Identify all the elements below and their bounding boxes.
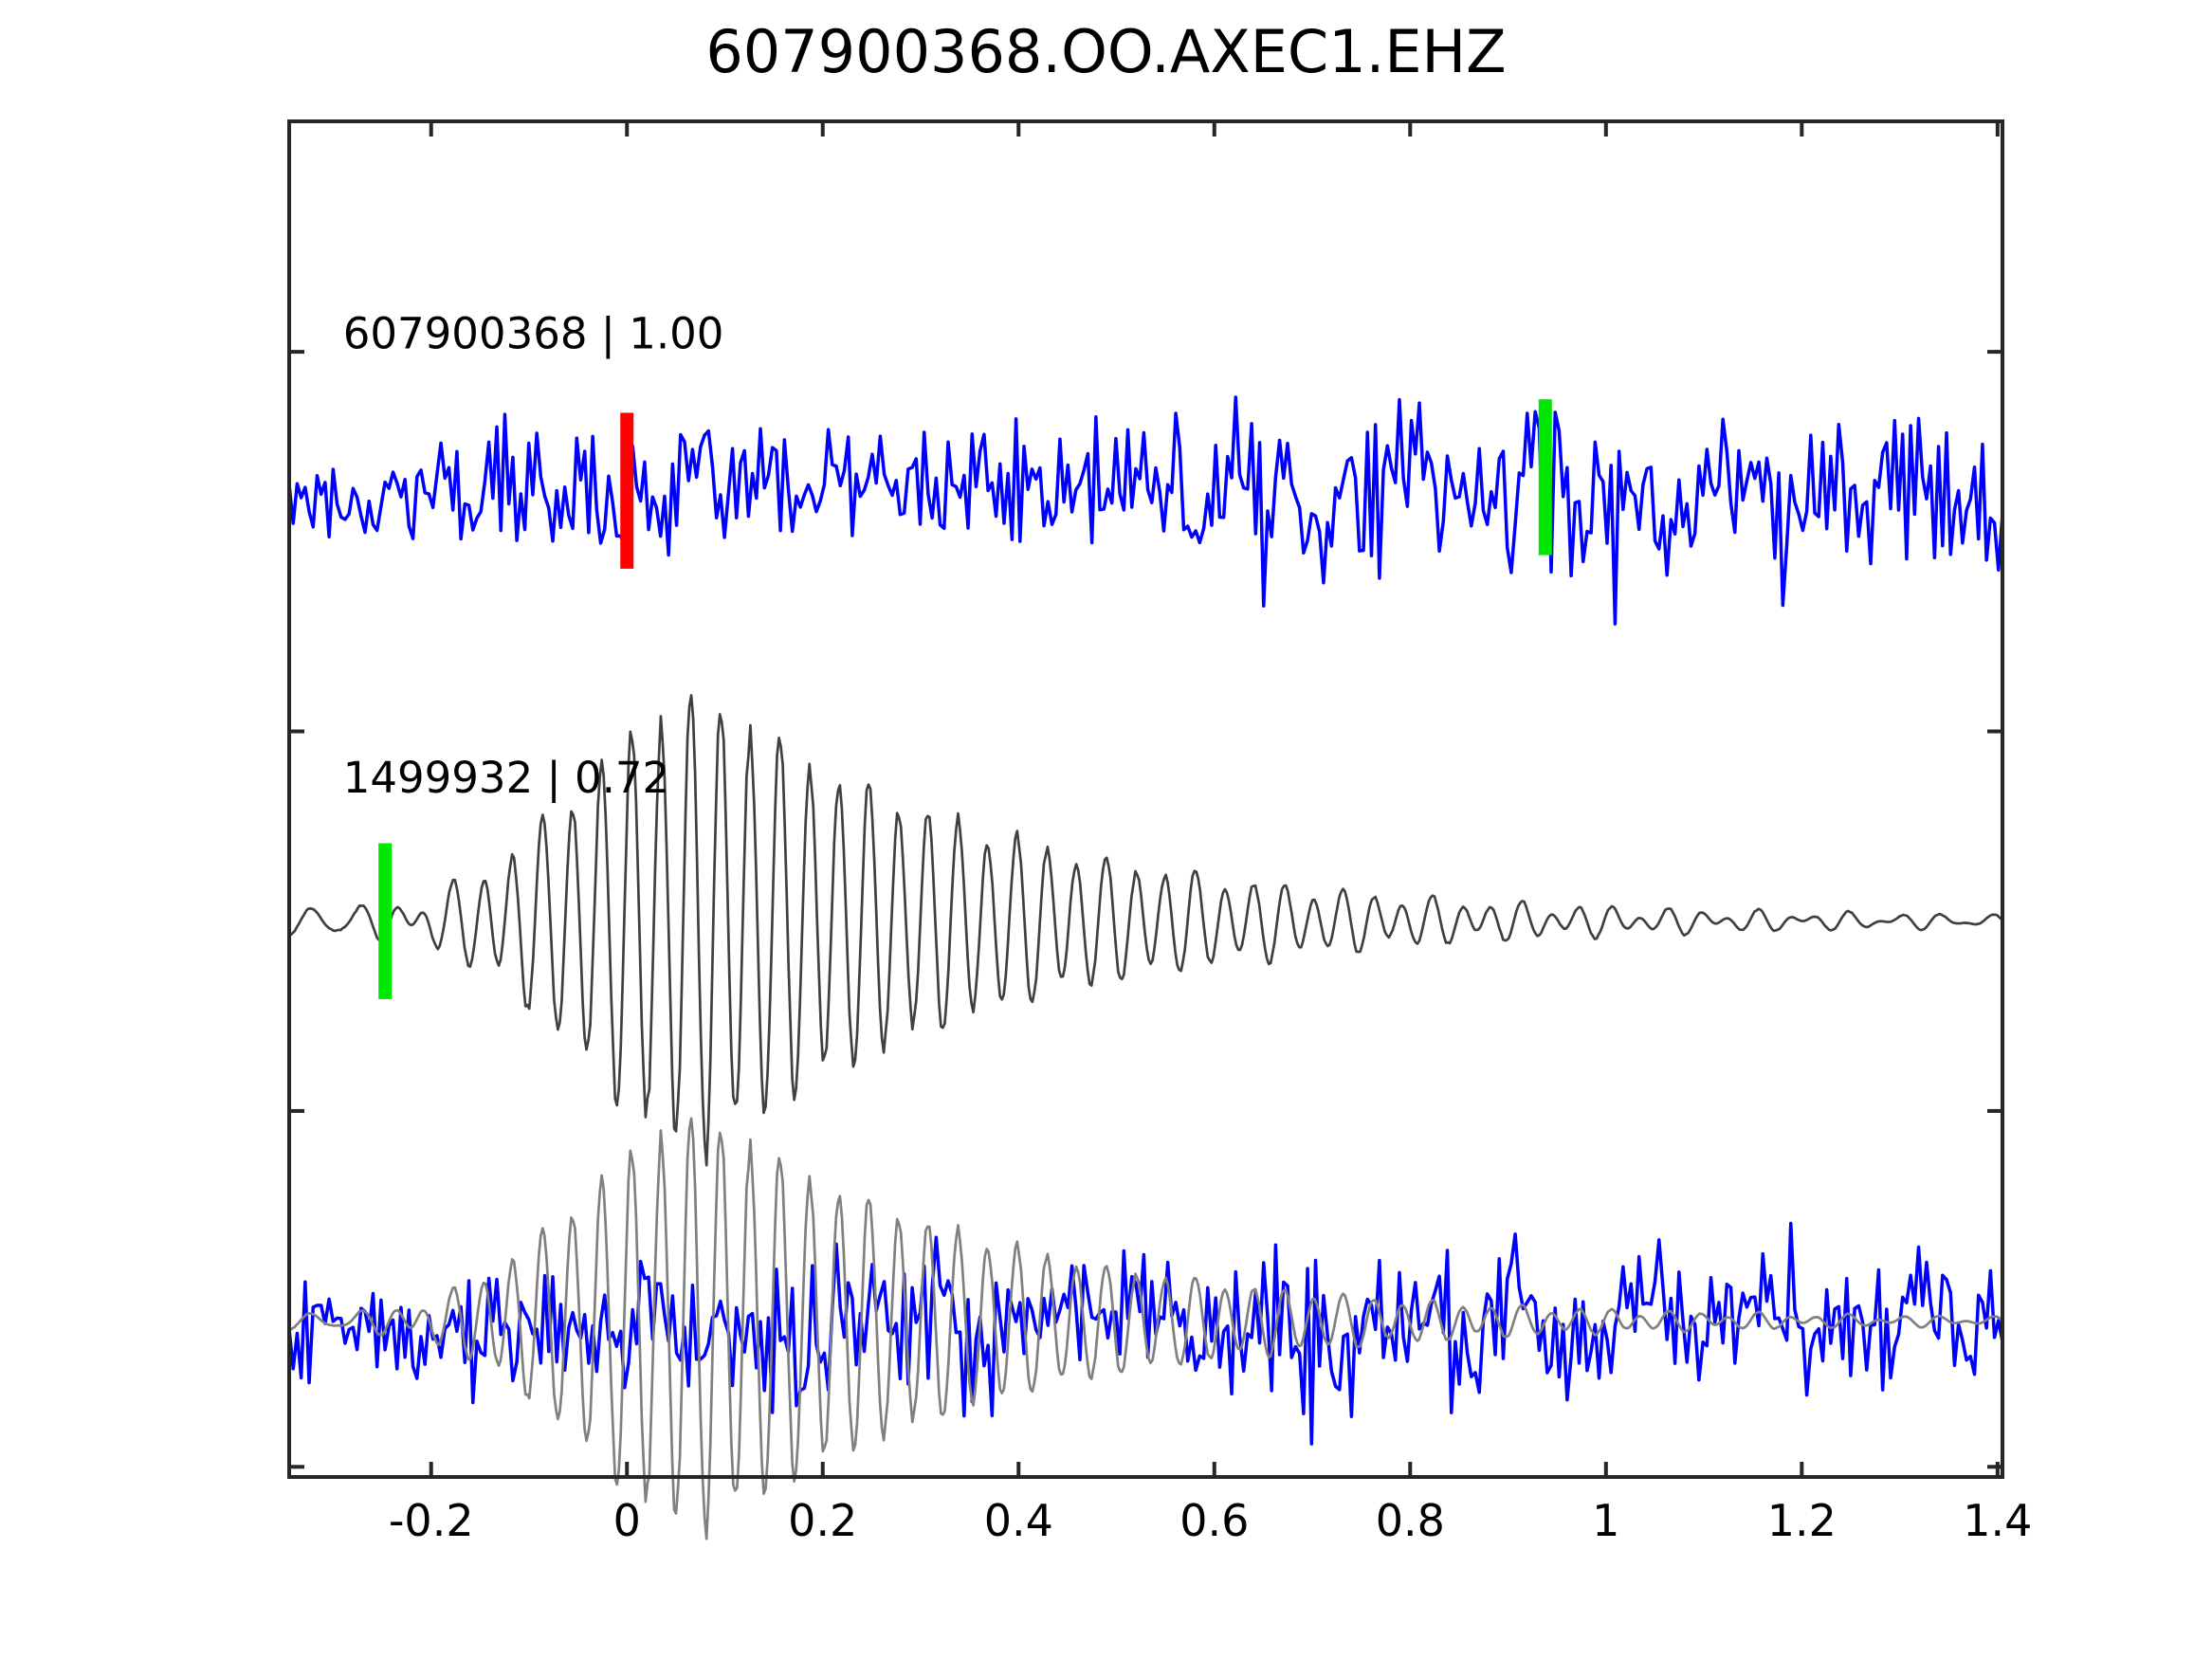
x-tick-label: -0.2 [389,1495,474,1546]
waveform-traces [287,395,2004,1540]
x-tick-label: 1 [1592,1495,1619,1546]
x-tick-label: 0.8 [1376,1495,1445,1546]
x-tick-label: 0.4 [984,1495,1053,1546]
pick-markers [378,399,1552,999]
s-pick-marker-green-top [1538,399,1552,556]
template-event-label: 607900368 | 1.00 [343,309,724,359]
trace-annotations: 607900368 | 1.00 1499932 | 0.72 [343,309,724,803]
axes-frame [287,119,2004,1479]
x-axis-ticks: -0.2 0 0.2 0.4 0.6 0.8 1 1.2 1.4 [289,121,2032,1546]
x-tick-label: 0.6 [1179,1495,1249,1546]
s-pick-marker-green-middle [378,843,393,999]
p-pick-marker-red [620,412,634,569]
overlay-detection-waveform-bottom [287,1221,2004,1446]
x-tick-label: 1.4 [1963,1495,2032,1546]
x-tick-label: 0 [613,1495,641,1546]
overlay-template-waveform-bottom [287,1117,2004,1540]
plot-border [287,119,2004,1479]
detection-waveform-top [287,395,2004,626]
x-tick-label: 0.2 [788,1495,857,1546]
page-title: 607900368.OO.AXEC1.EHZ [705,17,1507,86]
x-tick-label: 1.2 [1767,1495,1837,1546]
template-waveform-middle [287,694,2004,1167]
detection-event-label: 1499932 | 0.72 [343,753,669,803]
